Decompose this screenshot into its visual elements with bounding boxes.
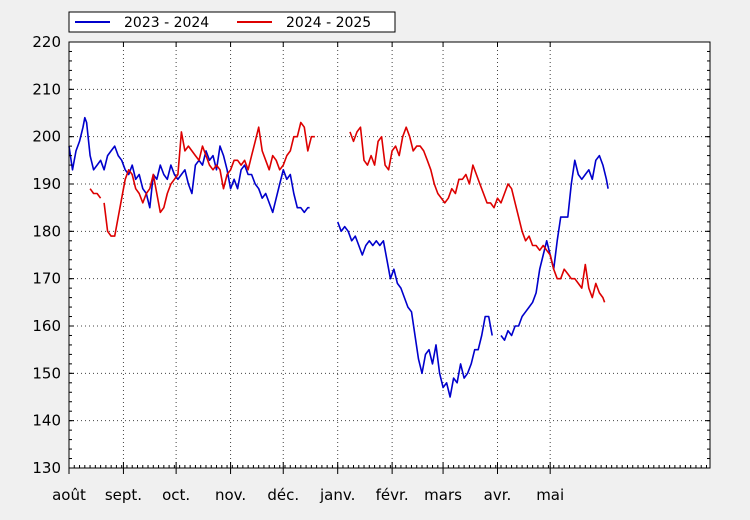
x-tick-label: oct. bbox=[162, 486, 190, 504]
y-tick-label: 200 bbox=[32, 128, 61, 146]
x-tick-label: janv. bbox=[319, 486, 355, 504]
y-tick-label: 180 bbox=[32, 222, 61, 240]
y-tick-label: 210 bbox=[32, 80, 61, 98]
y-tick-label: 190 bbox=[32, 175, 61, 193]
x-tick-label: déc. bbox=[267, 486, 299, 504]
x-tick-label: mars bbox=[424, 486, 462, 504]
x-tick-label: août bbox=[52, 486, 86, 504]
x-tick-label: févr. bbox=[376, 486, 409, 504]
series-layer bbox=[68, 116, 609, 398]
series-line-segment bbox=[68, 116, 310, 214]
legend-label-series-1: 2023 - 2024 bbox=[124, 15, 209, 31]
series-line-segment bbox=[89, 188, 102, 199]
x-tick-label: sept. bbox=[105, 486, 142, 504]
x-tick-label: mai bbox=[536, 486, 564, 504]
axes: 130 140 150 160 170 180 190 200 210 220 août sept. o… bbox=[32, 33, 710, 504]
plot-frame bbox=[68, 41, 711, 469]
series-line-segment bbox=[103, 121, 315, 237]
series-1 bbox=[68, 116, 609, 398]
plot-area bbox=[69, 42, 710, 468]
y-tick-label: 130 bbox=[32, 459, 61, 477]
series-2 bbox=[89, 121, 606, 303]
y-tick-label: 220 bbox=[32, 33, 61, 51]
y-tick-label: 140 bbox=[32, 412, 61, 430]
legend: 2023 - 2024 2024 - 2025 bbox=[68, 11, 396, 33]
series-line-segment bbox=[349, 126, 606, 303]
series-line-segment bbox=[500, 154, 609, 342]
x-tick-label: avr. bbox=[484, 486, 512, 504]
series-line-segment bbox=[336, 221, 493, 398]
legend-box bbox=[68, 11, 396, 33]
y-tick-label: 170 bbox=[32, 270, 61, 288]
legend-label-series-2: 2024 - 2025 bbox=[286, 15, 371, 31]
y-tick-label: 160 bbox=[32, 317, 61, 335]
x-tick-label: nov. bbox=[215, 486, 246, 504]
y-tick-label: 150 bbox=[32, 364, 61, 382]
